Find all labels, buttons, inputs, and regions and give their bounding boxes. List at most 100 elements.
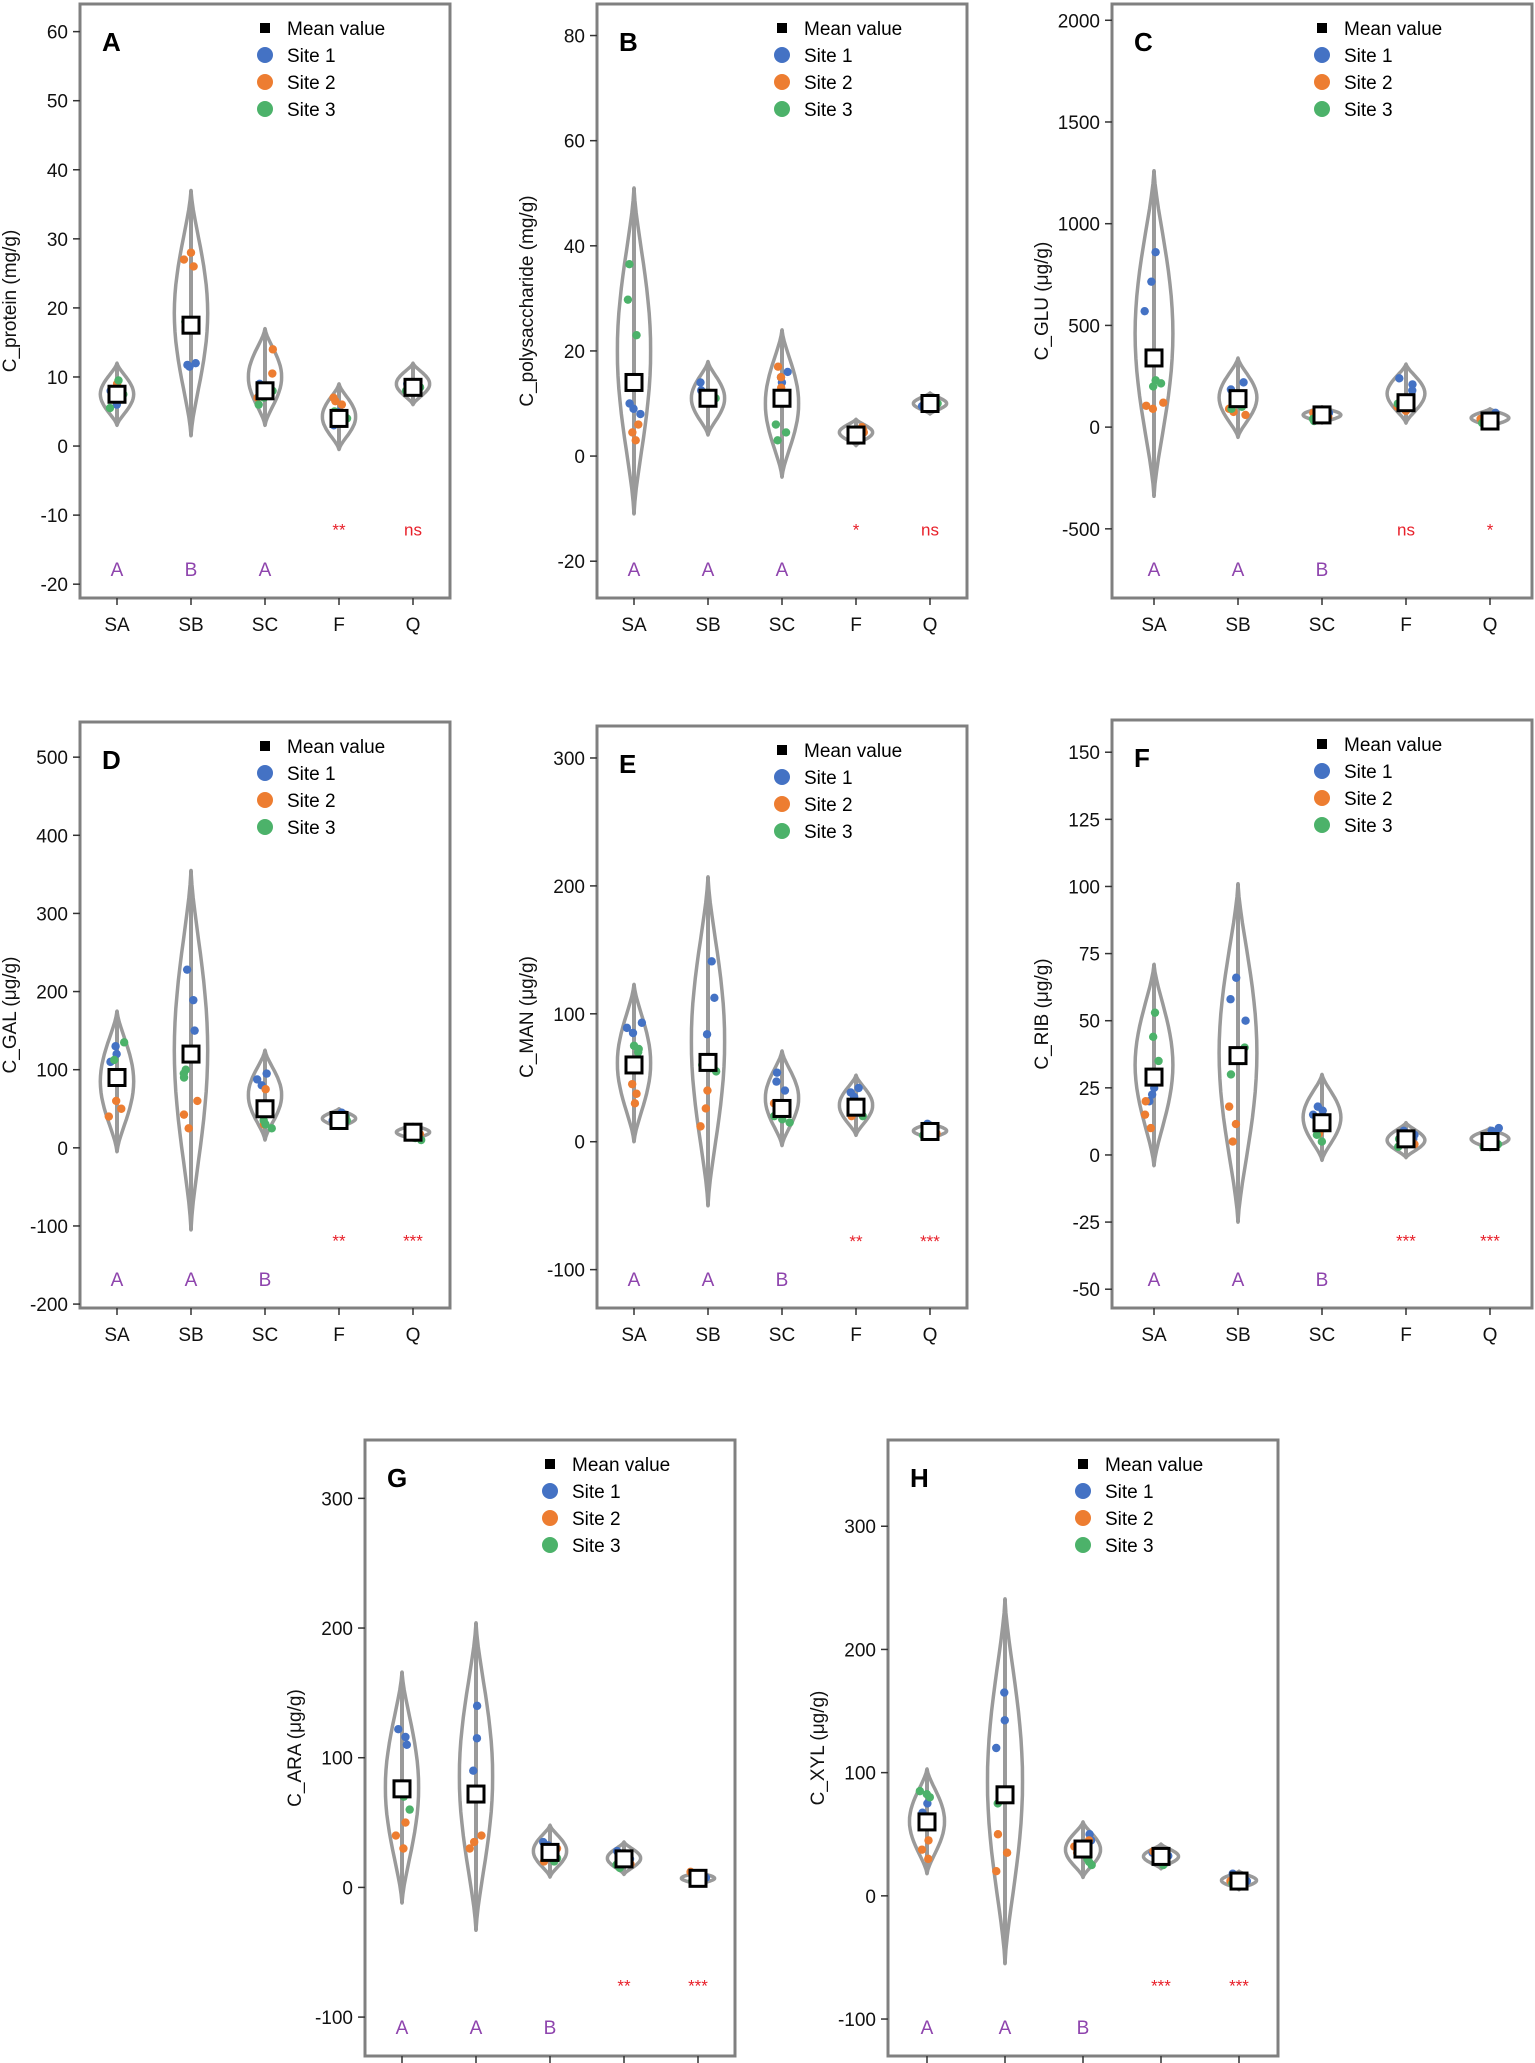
data-point-site3 [915,1786,925,1796]
mean-marker [181,315,201,335]
y-tick-label: 100 [553,1005,585,1026]
mean-marker [614,1849,634,1869]
significance-q: *** [1229,1976,1249,1995]
legend-site1-label: Site 1 [1344,762,1393,783]
y-tick-label: 0 [1089,418,1100,439]
legend-site3-label: Site 3 [804,100,853,121]
y-tick-label: 60 [47,23,68,44]
data-point-site2 [179,1110,189,1119]
y-tick-label: 30 [47,230,68,251]
panel-label: H [910,1463,929,1493]
violin-sb [689,875,727,1208]
y-axis-label: C_protein (mg/g) [0,230,21,373]
data-point-site2 [1142,401,1151,410]
group-letter: A [628,560,641,581]
y-tick-label: 300 [36,904,68,925]
data-point-site1 [1226,995,1235,1004]
plot-frame [595,2,969,600]
data-point-site3 [1312,1130,1322,1140]
data-point-site1 [780,1086,790,1095]
legend-site1-marker [774,769,790,785]
data-point-site3 [259,1116,268,1125]
panel-label: E [619,749,636,779]
group-letter: A [396,2018,409,2039]
legend-site3-marker [1314,101,1330,117]
data-point-site1 [772,1068,782,1077]
data-point-site2 [1141,1097,1150,1106]
group-letter: B [1316,1270,1329,1291]
panel-A: -20 -10 0 10 20 30 40 50 60 C_protein (mg/g) SA SB S… [0,2,452,636]
mean-marker [403,1122,423,1142]
group-letter: B [1077,2018,1090,2039]
data-point-site2 [924,1836,933,1845]
y-axis-label: C_ARA (μg/g) [285,1689,306,1807]
significance-f: ** [332,521,346,540]
mean-marker [846,425,866,445]
panel-label: A [102,27,121,57]
y-tick-label: -200 [30,1295,68,1316]
significance-q: *** [403,1231,423,1250]
data-point-site3 [405,1805,414,1814]
data-point-site1 [992,1743,1001,1753]
significance-q: ns [404,521,422,540]
data-point-site3 [1148,1032,1158,1042]
y-tick-label: 300 [321,1489,353,1510]
data-point-site1 [1000,1716,1009,1725]
legend-site1-label: Site 1 [804,46,853,67]
y-tick-label: 20 [564,342,585,363]
group-letter: B [776,1270,789,1291]
group-letter: A [111,1270,124,1291]
data-point-site2 [993,1830,1003,1839]
y-tick-label: -100 [30,1217,68,1238]
legend-site2-marker [1075,1510,1091,1526]
data-point-site3 [922,1790,932,1799]
mean-marker [846,1097,866,1117]
data-point-site1 [191,358,200,368]
data-point-site1 [182,965,192,974]
mean-marker [772,1098,792,1118]
y-tick-label: 200 [36,983,68,1004]
x-tick-label-sa: SA [104,1325,130,1346]
legend-site1-marker [257,47,273,63]
x-tick-label-sb: SB [178,615,203,636]
data-point-site3 [119,1038,129,1047]
legend-mean-marker [777,23,787,33]
data-point-site3 [629,1041,639,1050]
legend-mean-marker [260,23,270,33]
data-point-site1 [628,1028,638,1038]
y-tick-label: 40 [47,161,68,182]
violin-sa [383,1670,421,1905]
data-point-site1 [252,1075,262,1084]
significance-q: * [1487,521,1494,540]
mean-marker [1144,348,1164,368]
legend-site2-marker [257,74,273,90]
mean-marker [540,1842,560,1862]
y-axis-label: C_RIB (μg/g) [1032,958,1053,1069]
data-point-site1 [707,957,716,966]
y-tick-label: 2000 [1058,11,1100,32]
data-point-site3 [181,1065,190,1074]
x-tick-label-q: Q [923,1325,938,1346]
data-point-site2 [1231,1119,1241,1129]
mean-marker [403,377,423,397]
legend-site3-label: Site 3 [1105,1536,1154,1557]
mean-marker [698,1052,718,1072]
x-tick-label-sc: SC [252,615,278,636]
mean-marker [1396,1129,1416,1149]
plot-frame [78,2,452,600]
data-point-site2 [184,1124,193,1133]
data-point-site2 [477,1831,486,1840]
legend-mean-marker [1078,1459,1088,1469]
data-point-site1 [1147,1090,1157,1099]
mean-marker [329,408,349,428]
data-point-site2 [1228,1137,1237,1146]
y-tick-label: 40 [564,237,585,258]
y-tick-label: 20 [47,299,68,320]
data-point-site1 [1408,386,1417,395]
significance-q: ns [921,521,939,540]
data-point-site3 [114,376,123,385]
legend-site2-label: Site 2 [1344,73,1393,94]
